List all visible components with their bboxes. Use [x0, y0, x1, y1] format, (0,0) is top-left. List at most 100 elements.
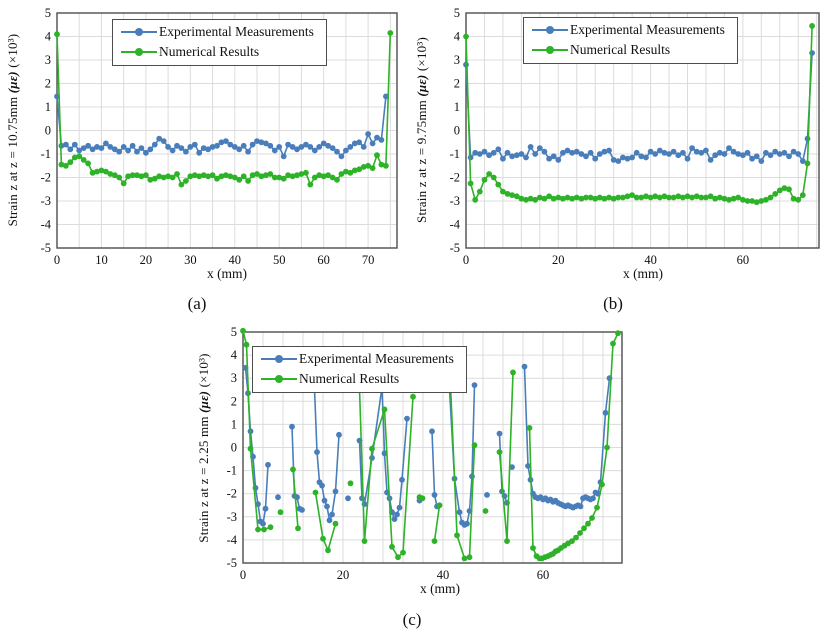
svg-text:-3: -3 [227, 510, 237, 524]
svg-text:1: 1 [45, 100, 51, 114]
chart-a: 0 10 20 30 40 50 60 70 5 4 3 2 1 0 -1 -2 -3 -4 -5 Strain z… [0, 0, 405, 330]
svg-text:10: 10 [95, 253, 108, 267]
experimental-line-marker-swatch [121, 28, 157, 36]
y-tick-labels: 5 4 3 2 1 0 -1 -2 -3 -4 -5 [227, 325, 238, 570]
legend-item-experimental: Experimental Measurements [532, 20, 725, 40]
svg-text:60: 60 [537, 568, 550, 582]
svg-text:2: 2 [231, 394, 237, 408]
series-experimental [242, 363, 613, 528]
svg-text:30: 30 [184, 253, 197, 267]
legend-item-experimental: Experimental Measurements [121, 22, 314, 42]
svg-text:4: 4 [454, 30, 461, 44]
svg-text:5: 5 [45, 6, 51, 20]
y-axis-label-suffix: (×10³) [5, 33, 20, 72]
svg-text:-3: -3 [450, 194, 460, 208]
svg-text:-1: -1 [227, 464, 237, 478]
svg-text:40: 40 [229, 253, 242, 267]
numerical-line-marker-swatch [121, 48, 157, 56]
svg-text:4: 4 [231, 348, 238, 362]
x-tick-labels: 0 10 20 30 40 50 60 70 [54, 253, 374, 267]
svg-text:-2: -2 [41, 171, 51, 185]
y-axis-label-suffix: (×10³) [414, 37, 429, 75]
svg-text:4: 4 [45, 30, 52, 44]
svg-text:0: 0 [231, 441, 237, 455]
legend-label-experimental: Experimental Measurements [159, 24, 314, 39]
svg-text:70: 70 [362, 253, 375, 267]
experimental-line-marker-swatch [261, 355, 297, 363]
series-numerical [463, 23, 815, 206]
svg-text:60: 60 [317, 253, 330, 267]
chart-c: 0 20 40 60 5 4 3 2 1 0 -1 -2 -3 -4 -5 Strain z at z = … [196, 318, 632, 638]
y-axis-label-prefix: Strain z at z = 10.75mm [5, 93, 20, 227]
y-axis-label-b: Strain z at z = 9.75mm (με) (×10³) [414, 37, 430, 223]
legend-label-experimental: Experimental Measurements [570, 22, 725, 37]
svg-text:-1: -1 [450, 147, 460, 161]
x-axis-label-b: x (mm) [622, 266, 664, 281]
y-axis-label-prefix: Strain z at z = 2.25 mm [196, 412, 211, 543]
plot-border [242, 331, 623, 564]
plot-border [465, 12, 820, 249]
experimental-line-marker-swatch [532, 26, 568, 34]
legend-label-numerical: Numerical Results [570, 42, 671, 57]
svg-text:3: 3 [45, 53, 51, 67]
svg-text:0: 0 [454, 124, 460, 138]
svg-text:-3: -3 [41, 194, 51, 208]
y-axis-label-suffix: (×10³) [196, 353, 211, 391]
svg-text:-4: -4 [450, 218, 461, 232]
y-tick-labels: 5 4 3 2 1 0 -1 -2 -3 -4 -5 [450, 6, 461, 255]
legend-a: Experimental Measurements Numerical Resu… [112, 19, 327, 66]
svg-text:-5: -5 [450, 241, 460, 255]
svg-text:3: 3 [454, 53, 460, 67]
svg-text:40: 40 [644, 253, 657, 267]
legend-label-numerical: Numerical Results [299, 371, 400, 386]
caption-c: (c) [402, 610, 422, 629]
svg-text:20: 20 [552, 253, 565, 267]
svg-text:-4: -4 [41, 218, 52, 232]
series-experimental [54, 93, 389, 160]
svg-text:0: 0 [240, 568, 246, 582]
svg-text:-5: -5 [41, 241, 51, 255]
x-axis-label-c: x (mm) [419, 581, 461, 596]
svg-text:50: 50 [273, 253, 286, 267]
y-tick-labels: 5 4 3 2 1 0 -1 -2 -3 -4 -5 [41, 6, 52, 255]
caption-b: (b) [603, 294, 623, 313]
series-numerical [240, 327, 621, 562]
legend-label-numerical: Numerical Results [159, 44, 260, 59]
svg-text:0: 0 [54, 253, 60, 267]
caption-a: (a) [187, 294, 207, 313]
svg-text:1: 1 [231, 417, 237, 431]
y-axis-label-a: Strain z at z = 10.75mm (με) (×10³) [5, 34, 21, 227]
legend-item-numerical: Numerical Results [261, 369, 454, 389]
svg-text:0: 0 [463, 253, 469, 267]
legend-item-numerical: Numerical Results [121, 42, 314, 62]
legend-item-experimental: Experimental Measurements [261, 349, 454, 369]
svg-text:-1: -1 [41, 147, 51, 161]
numerical-line-marker-swatch [532, 46, 568, 54]
svg-text:40: 40 [437, 568, 450, 582]
x-tick-labels: 0 20 40 60 [240, 568, 549, 582]
svg-text:-2: -2 [227, 487, 237, 501]
svg-text:20: 20 [337, 568, 350, 582]
y-axis-label-mu: (με) [196, 390, 211, 413]
svg-text:60: 60 [737, 253, 750, 267]
y-axis-label-mu: (με) [414, 74, 429, 97]
svg-text:-5: -5 [227, 556, 237, 570]
y-axis-label-mu: (με) [5, 71, 20, 94]
svg-text:2: 2 [45, 77, 51, 91]
svg-text:20: 20 [140, 253, 153, 267]
numerical-line-marker-swatch [261, 375, 297, 383]
legend-item-numerical: Numerical Results [532, 40, 725, 60]
legend-label-experimental: Experimental Measurements [299, 351, 454, 366]
legend-b: Experimental Measurements Numerical Resu… [523, 17, 738, 64]
series-experimental [463, 50, 815, 165]
y-axis-label-prefix: Strain z at z = 9.75mm [414, 96, 429, 223]
legend-c: Experimental Measurements Numerical Resu… [252, 346, 467, 393]
svg-text:0: 0 [45, 124, 51, 138]
series-numerical [54, 30, 394, 188]
svg-text:1: 1 [454, 100, 460, 114]
svg-text:-2: -2 [450, 171, 460, 185]
x-tick-labels: 0 20 40 60 [463, 253, 749, 267]
y-axis-label-c: Strain z at z = 2.25 mm (με) (×10³) [196, 353, 212, 542]
chart-b: 0 20 40 60 5 4 3 2 1 0 -1 -2 -3 -4 -5 Strain z at z = … [409, 0, 829, 330]
